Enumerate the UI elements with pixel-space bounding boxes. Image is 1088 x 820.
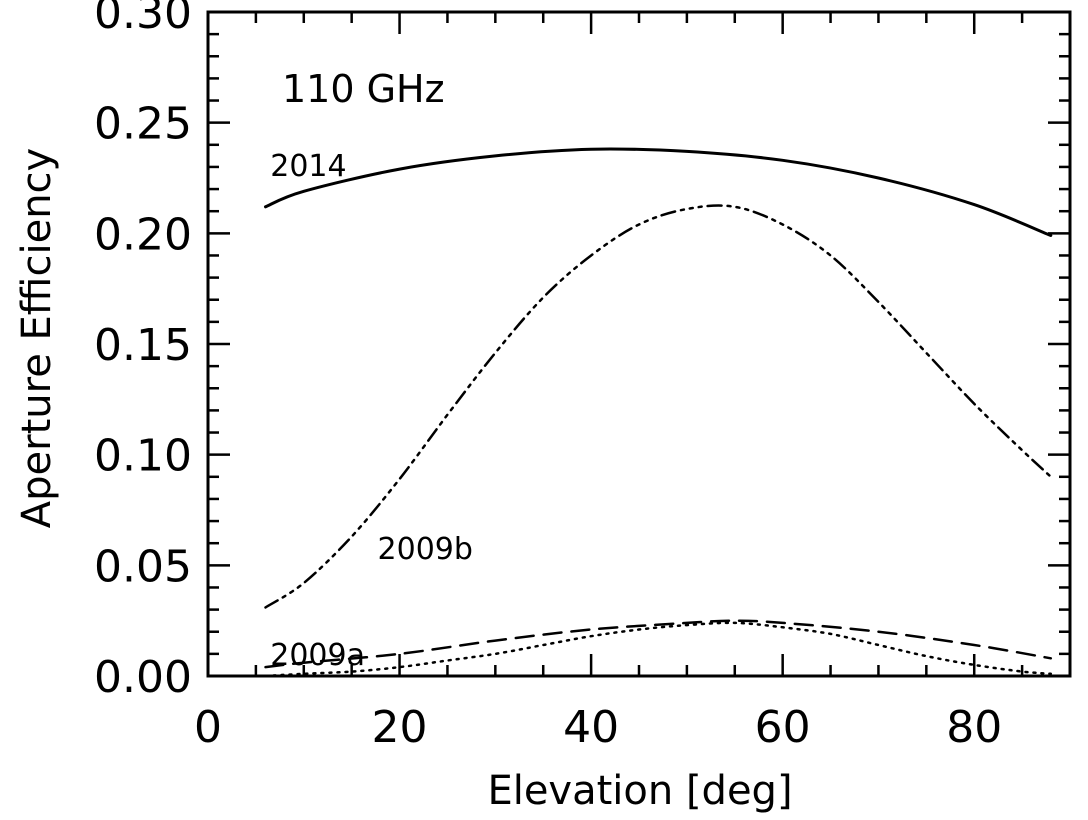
y-tick-label: 0.15 xyxy=(94,320,192,371)
series-label-2009b: 2009b xyxy=(378,532,473,567)
y-tick-label: 0.25 xyxy=(94,99,192,150)
x-tick-label: 80 xyxy=(946,702,1002,753)
series-line-series-4 xyxy=(264,621,1053,678)
y-tick-label: 0.20 xyxy=(94,209,192,260)
x-axis-title: Elevation [deg] xyxy=(487,768,792,814)
y-axis-title: Aperture Efficiency xyxy=(14,148,60,528)
series-line-2014 xyxy=(264,147,1053,237)
x-axis: 0 20 40 60 80 xyxy=(194,12,1072,753)
x-tick-label: 20 xyxy=(372,702,428,753)
x-tick-label: 60 xyxy=(755,702,811,753)
frequency-annotation: 110 GHz xyxy=(282,67,445,111)
series-label-2014: 2014 xyxy=(270,149,346,184)
x-tick-label: 0 xyxy=(194,702,222,753)
x-tick-label: 40 xyxy=(563,702,619,753)
y-axis: 0.00 0.05 0.10 0.15 0.20 0.25 0.30 xyxy=(94,0,1070,703)
y-tick-label: 0.30 xyxy=(94,0,192,39)
plot-area xyxy=(206,10,1072,678)
series-line-2009a xyxy=(264,619,1053,669)
series-layer xyxy=(264,147,1053,678)
plot-frame xyxy=(206,10,1072,678)
y-tick-label: 0.00 xyxy=(94,652,192,703)
series-labels: 2014 2009b 2009a xyxy=(270,149,473,673)
series-label-2009a: 2009a xyxy=(270,638,365,673)
y-tick-label: 0.10 xyxy=(94,431,192,482)
series-line-2009b xyxy=(264,204,1053,609)
y-tick-label: 0.05 xyxy=(94,541,192,592)
